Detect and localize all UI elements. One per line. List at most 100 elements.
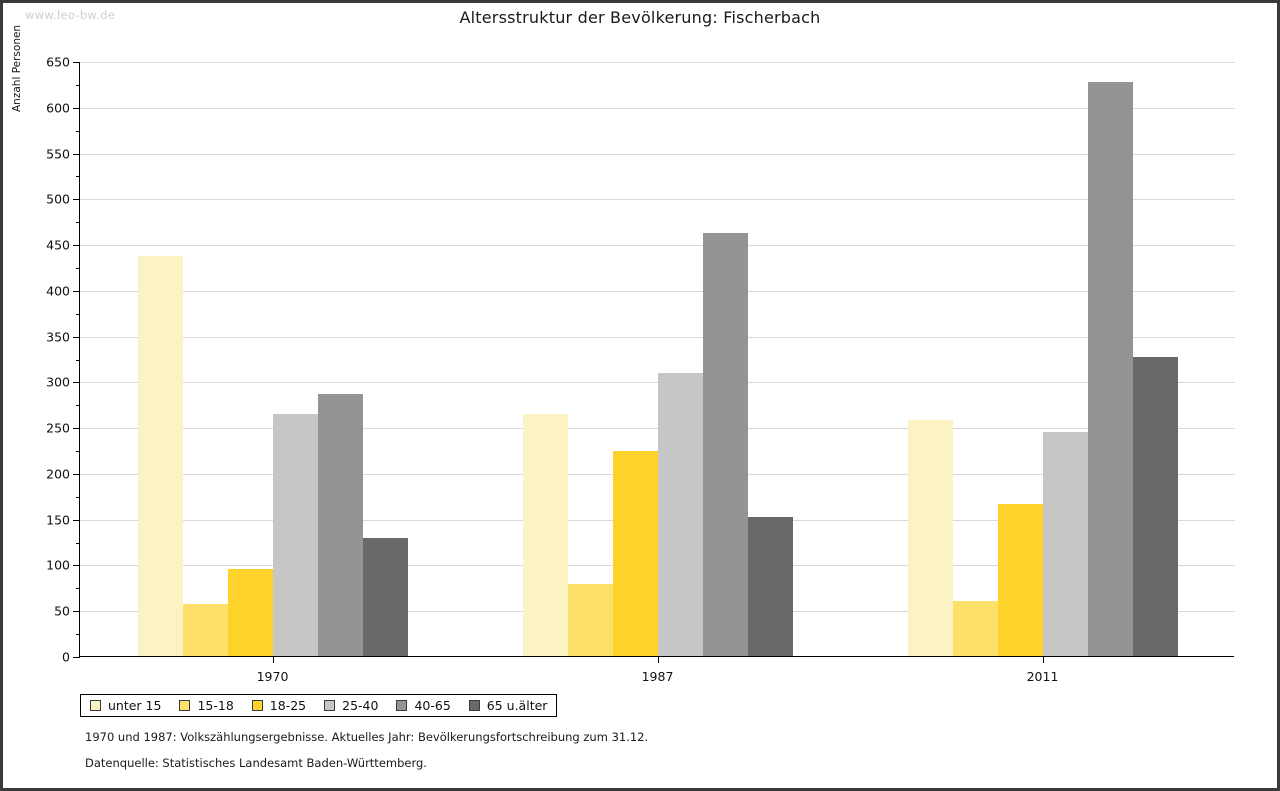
y-tick-label: 550: [46, 146, 70, 162]
gridline: [80, 62, 1235, 63]
y-tick-minor-mark: [76, 176, 80, 178]
y-tick-minor-mark: [76, 405, 80, 407]
y-tick-minor-mark: [76, 130, 80, 132]
footnote-method: 1970 und 1987: Volkszählungsergebnisse. …: [85, 730, 649, 744]
bar[interactable]: [657, 373, 703, 656]
y-tick-label: 0: [62, 649, 70, 665]
gridline: [80, 245, 1235, 247]
y-tick-minor-mark: [76, 542, 80, 544]
x-tick-label: 1987: [641, 669, 674, 684]
legend-swatch-icon: [468, 700, 480, 711]
legend-item[interactable]: 18-25: [251, 698, 307, 713]
footnote-source: Datenquelle: Statistisches Landesamt Bad…: [85, 756, 427, 770]
legend-item[interactable]: 40-65: [396, 698, 451, 713]
y-tick-minor-mark: [76, 267, 80, 269]
bar[interactable]: [567, 583, 613, 656]
y-tick-label: 200: [46, 466, 70, 482]
y-tick-minor-mark: [76, 634, 80, 636]
y-tick-label: 350: [46, 329, 70, 345]
y-tick-mark: [73, 473, 80, 475]
y-tick-mark: [73, 657, 80, 658]
legend-label: 15-18: [197, 698, 234, 713]
y-tick-mark: [73, 611, 80, 613]
bar[interactable]: [997, 504, 1043, 656]
plot-wrapper: Anzahl Personen 0 50 100 150 200 250 300 350 400…: [11, 25, 1235, 684]
y-tick-label: 50: [54, 603, 70, 619]
y-tick-label: 300: [46, 374, 70, 390]
legend-item[interactable]: unter 15: [90, 698, 161, 713]
y-tick-mark: [73, 290, 80, 292]
bar[interactable]: [1132, 356, 1178, 656]
bar[interactable]: [907, 419, 953, 656]
bar[interactable]: [317, 394, 363, 656]
bar[interactable]: [137, 255, 183, 656]
y-tick-mark: [73, 336, 80, 338]
y-tick-label: 450: [46, 237, 70, 253]
y-tick-minor-mark: [76, 84, 80, 86]
chart-title: Altersstruktur der Bevölkerung: Fischerb…: [459, 8, 821, 27]
legend-label: 25-40: [342, 698, 379, 713]
gridline: [80, 336, 1235, 338]
bar[interactable]: [182, 603, 228, 656]
y-tick-label: 500: [46, 191, 70, 207]
y-tick-minor-mark: [76, 496, 80, 498]
bar-group: [137, 61, 408, 656]
bar-group: [522, 61, 793, 656]
y-tick-mark: [73, 519, 80, 521]
bar[interactable]: [702, 233, 748, 656]
plot-area: 0 50 100 150 200 250 300 350 400 450 500 550 600 650 …: [46, 55, 1235, 684]
x-tick-mark: [1042, 656, 1044, 663]
bar[interactable]: [747, 516, 793, 656]
x-tick-label: 2011: [1026, 669, 1059, 684]
bar[interactable]: [227, 569, 273, 656]
x-tick-label: 1970: [256, 669, 289, 684]
bar[interactable]: [1042, 431, 1088, 656]
gridline: [80, 107, 1235, 109]
y-tick-mark: [73, 153, 80, 155]
y-tick-minor-mark: [76, 451, 80, 453]
legend-item[interactable]: 25-40: [324, 698, 378, 713]
y-tick-mark: [73, 62, 80, 63]
legend-swatch-icon: [396, 700, 408, 711]
y-tick-label: 600: [46, 100, 70, 116]
legend-label: 18-25: [269, 698, 307, 713]
watermark: www.leo-bw.de: [25, 8, 116, 22]
y-tick-mark: [73, 199, 80, 201]
y-axis-title: Anzahl Personen: [11, 24, 23, 112]
legend-item[interactable]: 15-18: [179, 698, 234, 713]
y-tick-mark: [73, 382, 80, 384]
legend-swatch-icon: [179, 700, 191, 711]
y-tick-mark: [73, 565, 80, 567]
bar[interactable]: [522, 414, 568, 656]
legend: unter 15 15-18 18-25 25-40 40-65 65 u.älter: [80, 694, 558, 717]
legend-swatch-icon: [251, 700, 263, 711]
y-tick-label: 250: [46, 420, 70, 436]
y-tick-mark: [73, 107, 80, 109]
bar[interactable]: [952, 601, 998, 656]
y-tick-minor-mark: [76, 359, 80, 361]
legend-item[interactable]: 65 u.älter: [468, 698, 548, 713]
bar[interactable]: [272, 414, 318, 656]
y-tick-mark: [73, 245, 80, 247]
gridline: [80, 153, 1235, 155]
gridline: [80, 290, 1235, 292]
bar[interactable]: [612, 450, 658, 656]
y-tick-label: 400: [46, 283, 70, 299]
legend-label: unter 15: [108, 698, 162, 713]
legend-label: 40-65: [414, 698, 451, 713]
bar[interactable]: [362, 537, 408, 656]
x-tick-mark: [657, 656, 659, 663]
y-tick-mark: [73, 428, 80, 430]
y-tick-minor-mark: [76, 313, 80, 315]
y-tick-label: 100: [46, 557, 70, 573]
y-tick-label: 150: [46, 512, 70, 528]
bar[interactable]: [1087, 82, 1133, 656]
gridline: [80, 199, 1235, 201]
legend-swatch-icon: [324, 700, 336, 711]
y-tick-minor-mark: [76, 222, 80, 224]
legend-swatch-icon: [90, 700, 101, 711]
y-tick-minor-mark: [76, 588, 80, 590]
x-tick-mark: [272, 656, 274, 663]
legend-label: 65 u.älter: [486, 698, 548, 713]
